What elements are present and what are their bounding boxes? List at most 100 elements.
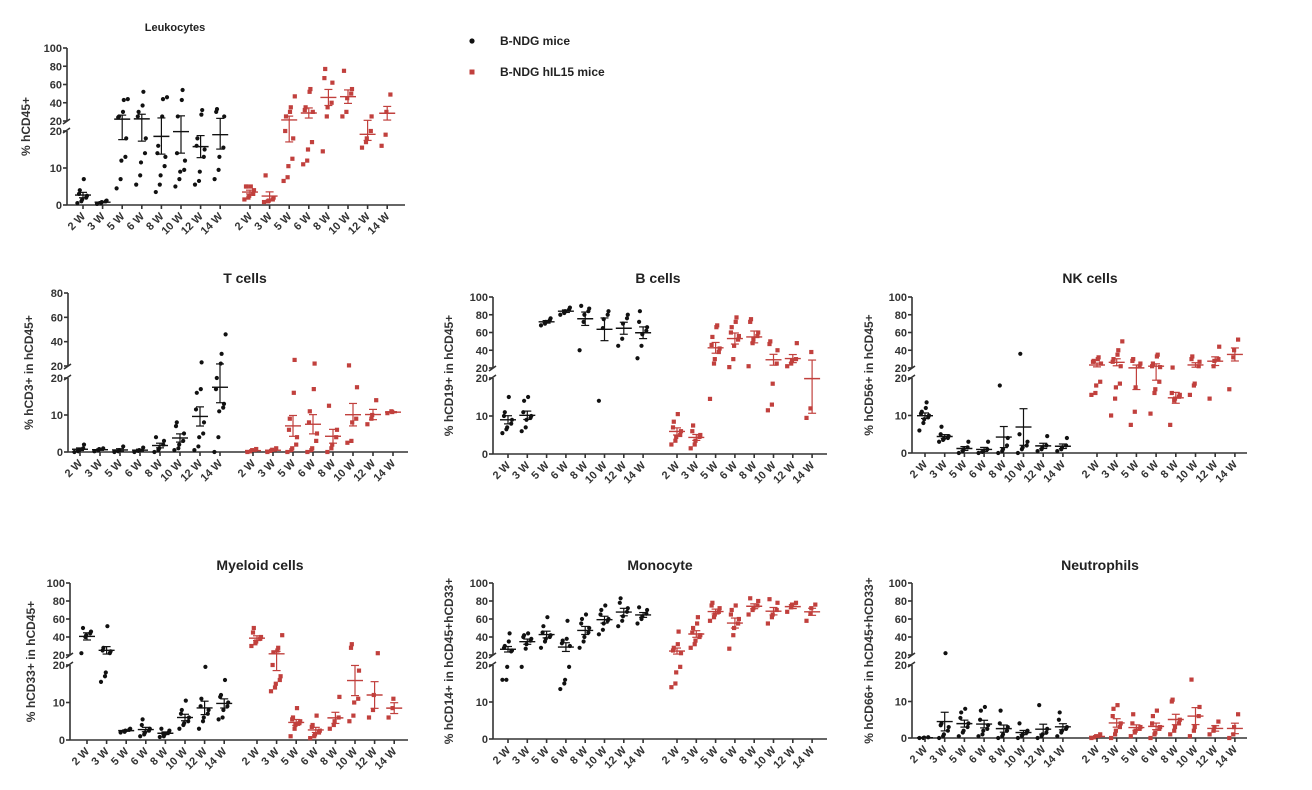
data-point [217,409,222,414]
data-point [756,330,761,335]
data-point [606,309,611,314]
data-point [364,136,369,141]
data-point [1035,735,1040,741]
data-point [199,360,204,365]
data-point [678,664,683,669]
data-point [201,715,206,720]
data-point [675,642,680,647]
x-tick-label: 2 W [1080,743,1103,766]
data-point [351,713,356,718]
x-tick-label: 14 W [622,459,649,486]
data-point [194,390,199,395]
data-point [698,432,703,438]
y-tick-label: 10 [895,697,907,709]
data-point [507,631,512,636]
data-point [221,405,226,410]
data-point [625,312,630,317]
data-point [330,80,335,85]
data-point [775,348,780,353]
y-tick-label: 10 [476,697,488,709]
data-point [529,413,534,419]
data-point [986,439,991,444]
data-point [77,188,82,193]
y-tick-label: 100 [470,578,488,590]
data-point [538,323,544,328]
x-tick-label: 5 W [698,744,721,767]
data-point [729,607,734,613]
data-point [768,339,773,344]
data-point [359,145,365,150]
data-point [305,158,310,163]
data-point [287,109,293,114]
data-point [1128,734,1133,739]
x-tick-label: 3 W [510,459,533,482]
data-point [1091,358,1096,363]
data-point [1045,434,1050,439]
data-point [707,618,713,623]
data-point [691,423,696,428]
data-point [305,449,310,455]
y-tick-label: 60 [895,328,907,340]
data-point [567,305,573,310]
data-point [310,722,315,728]
data-point [707,396,713,401]
y-tick-label: 60 [51,312,63,324]
data-point [1207,732,1212,737]
data-point [1064,435,1069,441]
data-point [177,726,182,731]
data-point [671,419,676,424]
data-point [369,416,374,421]
data-point [221,707,226,713]
y-tick-label: 40 [895,632,907,644]
y-axis-label: % hCD33+ in hCD45+ [24,601,38,722]
data-point [690,429,695,434]
data-point [280,633,285,638]
data-point [1148,411,1153,416]
y-tick-label: 10 [51,410,63,422]
data-point [196,444,201,449]
data-point [1113,396,1118,401]
x-tick-label: 5 W [109,745,132,768]
data-point [982,704,988,710]
data-point [586,630,591,635]
data-point [290,446,295,451]
data-point [1187,734,1192,739]
data-point [200,107,205,113]
data-point [201,431,206,436]
data-point [341,68,347,73]
data-point [961,728,966,733]
data-point [136,109,141,114]
data-point [287,416,292,421]
data-point [327,726,332,731]
data-point [506,639,511,644]
y-tick-label: 40 [51,337,63,349]
data-point [310,446,315,451]
data-point [637,319,642,324]
data-point [138,173,143,178]
data-point [937,439,942,444]
data-point [785,609,790,614]
data-point [345,440,350,445]
data-point [941,732,947,737]
data-point [500,677,505,682]
x-tick-label: 5 W [276,457,299,480]
data-point [302,107,307,113]
data-point [348,645,354,650]
data-point [1231,732,1236,737]
data-point [1168,422,1173,427]
data-point [370,707,376,713]
y-tick-label: 0 [59,735,65,747]
x-tick-label: 14 W [203,745,230,772]
data-point [1169,390,1174,396]
data-point [1111,706,1116,711]
data-point [692,442,697,447]
data-point [669,685,674,690]
data-point [354,416,359,421]
y-tick-label: 60 [895,614,907,626]
data-point [519,664,524,669]
data-point [248,184,253,189]
data-point [1096,355,1101,360]
